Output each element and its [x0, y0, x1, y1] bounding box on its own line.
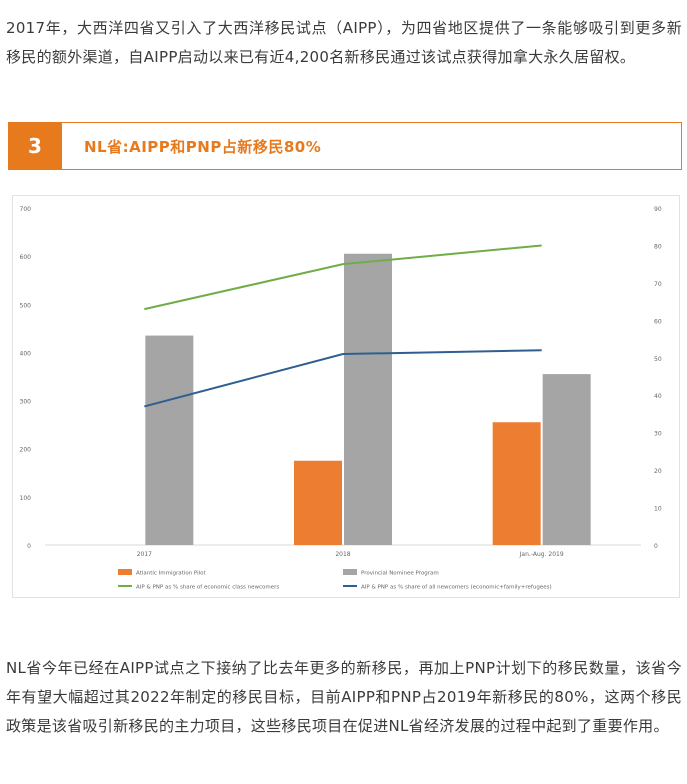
y-right-tick-label: 50 — [654, 356, 662, 363]
x-tick-label: 2017 — [137, 551, 152, 558]
bar-pnp — [145, 335, 194, 545]
intro-paragraph: 2017年，大西洋四省又引入了大西洋移民试点（AIPP），为四省地区提供了一条能… — [6, 19, 682, 66]
line-series-economic-share — [144, 244, 542, 311]
y-right-tick-label: 90 — [654, 206, 662, 213]
y-right-tick-label: 20 — [654, 468, 662, 475]
bar-aip — [492, 422, 541, 545]
legend-swatch — [343, 569, 357, 575]
bar-pnp — [542, 374, 591, 545]
y-left-tick-label: 200 — [20, 447, 32, 454]
chart-container: 0 100 200 300 400 500 600 700 0 10 20 30 40 50 60 70 80 9… — [12, 195, 680, 598]
y-right-tick-label: 60 — [654, 318, 662, 325]
y-right-tick-label: 40 — [654, 393, 662, 400]
y-right-tick-label: 0 — [654, 543, 658, 550]
bar-pnp — [344, 253, 392, 545]
immigration-chart: 0 100 200 300 400 500 600 700 0 10 20 30 40 50 60 70 80 9… — [20, 206, 662, 591]
legend-swatch — [118, 569, 132, 575]
y-right-tick-label: 80 — [654, 243, 662, 250]
y-left-tick-label: 600 — [20, 254, 32, 261]
y-left-tick-label: 400 — [20, 350, 32, 357]
section-header: NL省:AIPP和PNP占新移民80% 3 — [8, 122, 682, 170]
legend-label: Provincial Nominee Program — [361, 571, 439, 577]
x-tick-label: Jan.-Aug. 2019 — [519, 551, 564, 558]
y-right-tick-label: 10 — [654, 506, 662, 513]
y-right-tick-label: 70 — [654, 281, 662, 288]
section-title: NL省:AIPP和PNP占新移民80% — [48, 122, 682, 170]
y-left-tick-label: 700 — [20, 206, 32, 213]
body-paragraph: NL省今年已经在AIPP试点之下接纳了比去年更多的新移民，再加上PNP计划下的移… — [6, 659, 682, 735]
y-right-tick-label: 30 — [654, 431, 662, 438]
y-left-tick-label: 500 — [20, 302, 32, 309]
line-series-all-share — [144, 349, 542, 408]
y-left-tick-label: 100 — [20, 495, 32, 502]
bar-aip — [294, 460, 342, 545]
y-left-tick-label: 0 — [27, 543, 31, 550]
section-number-badge: 3 — [8, 122, 62, 170]
x-tick-label: 2018 — [335, 551, 350, 558]
legend-label: AIP & PNP as % share of economic class n… — [136, 585, 279, 591]
legend-label: AIP & PNP as % share of all newcomers (e… — [361, 585, 552, 591]
legend-label: Atlantic Immigration Pilot — [136, 571, 207, 577]
y-left-tick-label: 300 — [20, 399, 32, 406]
